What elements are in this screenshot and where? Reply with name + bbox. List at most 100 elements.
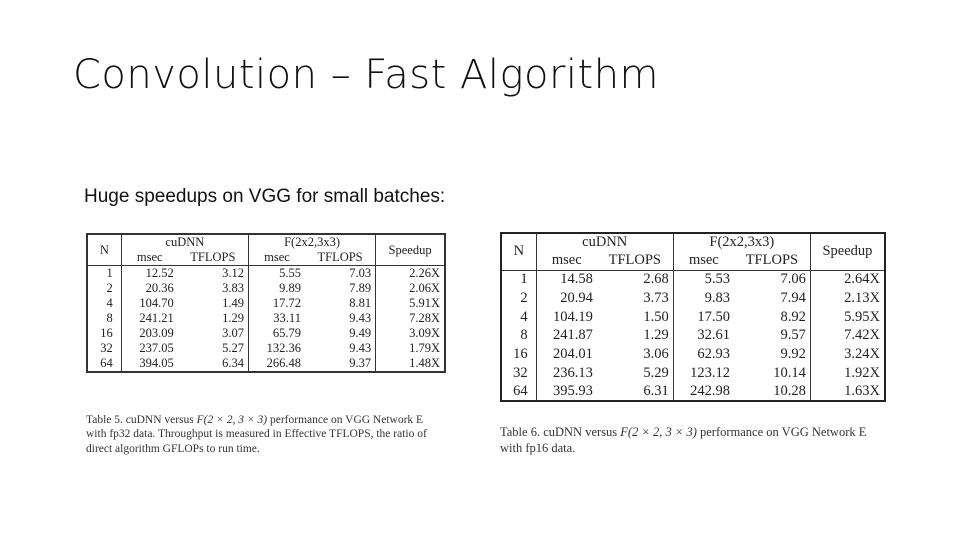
cell-cudnn-tflops: 6.34 <box>222 356 244 370</box>
cell-cudnn-msec: 12.52 <box>120 265 178 281</box>
cell-fast-tflops: 7.06 <box>780 271 806 288</box>
cell-speedup: 2.64X <box>809 270 885 290</box>
cell-speedup: 1.79X <box>375 341 445 356</box>
cell-fast-msec: 9.83 <box>672 289 734 308</box>
header-cudnn-msec: msec <box>120 250 178 266</box>
cell-cudnn-tflops: 1.49 <box>222 296 244 310</box>
cell-fast-msec: 33.11 <box>247 311 305 326</box>
cell-cudnn-tflops: 3.07 <box>222 326 244 340</box>
cell-n: 1 <box>106 266 113 280</box>
cell-cudnn-msec: 203.09 <box>120 326 178 341</box>
cell-cudnn-tflops: 6.31 <box>643 382 669 399</box>
cell-speedup: 7.42X <box>809 326 885 346</box>
cell-fast-tflops: 8.92 <box>780 308 806 325</box>
cell-cudnn-msec: 241.87 <box>535 326 597 346</box>
header-fast-algorithm: F(2x2,3x3) <box>672 233 811 252</box>
cell-fast-tflops: 9.43 <box>349 311 372 325</box>
cell-cudnn-tflops: 3.83 <box>222 281 244 295</box>
cell-cudnn-msec: 20.36 <box>120 281 178 296</box>
caption-text: performance on VGG Network E with fp32 d… <box>86 414 427 455</box>
header-cudnn-tflops: TFLOPS <box>177 250 249 266</box>
cell-cudnn-tflops: 5.29 <box>643 364 669 381</box>
table-row: 2 20.36 3.83 9.89 7.89 2.06X <box>87 281 445 296</box>
cell-fast-tflops: 9.92 <box>780 345 806 362</box>
table-row: 16 204.01 3.06 62.93 9.92 3.24X <box>501 345 885 364</box>
cell-fast-msec: 266.48 <box>247 356 305 372</box>
table-row: 2 20.94 3.73 9.83 7.94 2.13X <box>501 289 885 308</box>
header-cudnn: cuDNN <box>120 234 249 250</box>
header-fast-tflops: TFLOPS <box>733 251 811 271</box>
header-fast-msec: msec <box>247 250 305 266</box>
cell-cudnn-tflops: 3.73 <box>643 289 669 306</box>
cell-n: 32 <box>513 364 528 381</box>
cell-cudnn-msec: 104.19 <box>535 307 597 327</box>
cell-cudnn-tflops: 5.27 <box>222 341 244 355</box>
cell-fast-tflops: 9.57 <box>780 327 806 344</box>
cell-fast-msec: 32.61 <box>672 326 734 346</box>
cell-fast-msec: 65.79 <box>247 326 305 341</box>
header-cudnn-tflops: TFLOPS <box>596 251 674 271</box>
table-row: 32 237.05 5.27 132.36 9.43 1.79X <box>87 341 445 356</box>
cell-fast-tflops: 10.14 <box>773 364 806 381</box>
cell-cudnn-msec: 20.94 <box>535 289 597 308</box>
caption-math: F(2 × 2, 3 × 3) <box>620 425 697 439</box>
cell-fast-msec: 132.36 <box>247 341 305 356</box>
cell-cudnn-msec: 236.13 <box>535 363 597 383</box>
caption-text: performance on VGG Network E with fp16 d… <box>500 425 867 455</box>
cell-fast-msec: 5.53 <box>672 270 734 290</box>
cell-cudnn-tflops: 3.06 <box>643 345 669 362</box>
table-row: 32 236.13 5.29 123.12 10.14 1.92X <box>501 363 885 383</box>
cell-n: 64 <box>513 382 528 399</box>
cell-speedup: 7.28X <box>375 311 445 326</box>
cell-n: 1 <box>520 271 528 288</box>
cell-n: 4 <box>106 296 113 310</box>
table-6: N cuDNN F(2x2,3x3) Speedup msec TFLOPS m… <box>500 232 886 403</box>
header-fast-tflops: TFLOPS <box>304 250 376 266</box>
header-cudnn: cuDNN <box>535 233 674 252</box>
cell-cudnn-msec: 204.01 <box>535 345 597 364</box>
cell-fast-msec: 5.55 <box>247 265 305 281</box>
cell-fast-tflops: 8.81 <box>349 296 372 310</box>
cell-n: 64 <box>100 356 113 370</box>
cell-cudnn-msec: 104.70 <box>120 296 178 311</box>
cell-n: 16 <box>513 345 528 362</box>
cell-cudnn-msec: 241.21 <box>120 311 178 326</box>
slide-title: Convolution – Fast Algorithm <box>73 52 660 98</box>
cell-n: 16 <box>100 326 113 340</box>
cell-fast-tflops: 10.28 <box>773 382 806 399</box>
caption-text: Table 6. cuDNN versus <box>500 425 621 439</box>
header-speedup: Speedup <box>809 233 885 271</box>
cell-cudnn-tflops: 1.50 <box>643 308 669 325</box>
cell-fast-msec: 242.98 <box>672 382 734 402</box>
cell-fast-msec: 123.12 <box>672 363 734 383</box>
table-row: 4 104.19 1.50 17.50 8.92 5.95X <box>501 307 885 327</box>
table-6-caption: Table 6. cuDNN versus F(2 × 2, 3 × 3) pe… <box>500 425 886 456</box>
cell-fast-tflops: 9.43 <box>349 341 372 355</box>
cell-fast-tflops: 7.89 <box>349 281 372 295</box>
cell-speedup: 5.91X <box>375 296 445 311</box>
cell-cudnn-tflops: 2.68 <box>643 271 669 288</box>
caption-text: Table 5. cuDNN versus <box>86 414 197 426</box>
cell-speedup: 3.09X <box>375 326 445 341</box>
cell-speedup: 2.06X <box>375 281 445 296</box>
table-row: 4 104.70 1.49 17.72 8.81 5.91X <box>87 296 445 311</box>
header-fast-msec: msec <box>672 251 734 271</box>
cell-speedup: 2.26X <box>375 265 445 281</box>
table-row: 8 241.87 1.29 32.61 9.57 7.42X <box>501 326 885 346</box>
cell-fast-msec: 17.50 <box>672 307 734 327</box>
cell-n: 2 <box>106 281 113 295</box>
table-row: 8 241.21 1.29 33.11 9.43 7.28X <box>87 311 445 326</box>
table-row: 64 394.05 6.34 266.48 9.37 1.48X <box>87 356 445 372</box>
cell-speedup: 1.48X <box>375 356 445 372</box>
table-row: 1 14.58 2.68 5.53 7.06 2.64X <box>501 270 885 290</box>
cell-cudnn-tflops: 1.29 <box>222 311 244 325</box>
cell-n: 8 <box>520 327 528 344</box>
cell-cudnn-msec: 395.93 <box>535 382 597 402</box>
cell-fast-tflops: 7.94 <box>780 289 806 306</box>
header-speedup: Speedup <box>375 234 445 266</box>
table-5-caption: Table 5. cuDNN versus F(2 × 2, 3 × 3) pe… <box>86 413 446 456</box>
header-fast-algorithm: F(2x2,3x3) <box>247 234 376 250</box>
cell-n: 2 <box>520 289 528 306</box>
slide-subtitle: Huge speedups on VGG for small batches: <box>84 186 446 207</box>
cell-n: 8 <box>106 311 113 325</box>
